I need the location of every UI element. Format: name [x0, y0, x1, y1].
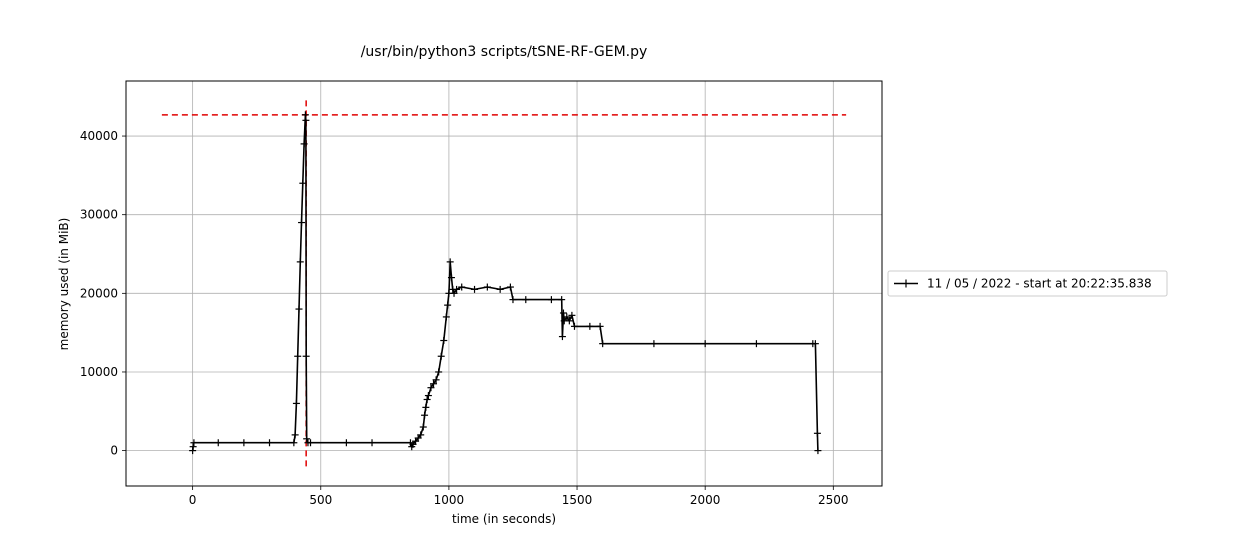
data-point [419, 423, 427, 431]
data-point [294, 352, 302, 360]
data-point [422, 403, 430, 411]
y-tick-label: 40000 [80, 129, 118, 143]
data-point [450, 289, 458, 297]
data-point [565, 317, 573, 325]
data-point [814, 447, 822, 455]
legend-frame [887, 270, 1168, 297]
data-point [424, 392, 432, 400]
data-point [302, 352, 310, 360]
data-point [307, 439, 315, 447]
data-point [547, 296, 555, 304]
data-point [650, 340, 658, 348]
data-point [300, 140, 308, 148]
x-tick-label: 1500 [562, 493, 593, 507]
data-point [214, 439, 222, 447]
data-point [303, 435, 311, 443]
data-point [368, 439, 376, 447]
data-point [298, 219, 306, 227]
data-point [291, 431, 299, 439]
data-point [558, 296, 566, 304]
data-point [568, 311, 576, 319]
data-point [440, 337, 448, 345]
y-axis: 0 10000 20000 30000 40000 [80, 129, 126, 458]
x-tick-label: 0 [189, 493, 197, 507]
data-point [813, 429, 821, 437]
x-tick-label: 500 [309, 493, 332, 507]
data-point [189, 443, 197, 451]
data-point [435, 368, 443, 376]
data-point [292, 399, 300, 407]
data-point [558, 333, 566, 341]
y-tick-label: 30000 [80, 208, 118, 222]
data-point [483, 283, 491, 291]
data-point [471, 285, 479, 293]
y-axis-label: memory used (in MiB) [57, 218, 71, 351]
data-point [442, 313, 450, 321]
data-point [752, 340, 760, 348]
x-tick-label: 2000 [690, 493, 721, 507]
legend-label: 11 / 05 / 2022 - start at 20:22:35.838 [927, 277, 1152, 291]
data-point [421, 411, 429, 419]
x-axis-label: time (in seconds) [452, 512, 556, 526]
data-point [811, 340, 819, 348]
data-point [453, 285, 461, 293]
y-tick-label: 0 [110, 444, 118, 458]
data-point [447, 274, 455, 282]
y-tick-label: 20000 [80, 286, 118, 300]
data-point [570, 322, 578, 330]
data-point [444, 301, 452, 309]
x-tick-label: 1000 [434, 493, 465, 507]
data-point [599, 340, 607, 348]
data-point [296, 258, 304, 266]
series-layer [189, 111, 822, 455]
chart-title: /usr/bin/python3 scripts/tSNE-RF-GEM.py [361, 44, 648, 60]
data-point [506, 283, 514, 291]
data-point [446, 258, 454, 266]
x-tick-label: 2500 [818, 493, 849, 507]
data-point [190, 439, 198, 447]
data-point [423, 395, 431, 403]
data-point [496, 285, 504, 293]
data-point [417, 431, 425, 439]
y-tick-label: 10000 [80, 365, 118, 379]
data-point [563, 313, 571, 321]
data-point [342, 439, 350, 447]
data-point [427, 384, 435, 392]
data-point [299, 179, 307, 187]
x-axis: 0 500 1000 1500 2000 2500 [189, 486, 849, 507]
data-point [458, 283, 466, 291]
data-point [559, 309, 567, 317]
data-point [266, 439, 274, 447]
data-point [430, 380, 438, 388]
data-point [295, 305, 303, 313]
axes-frame [125, 80, 883, 487]
data-point [240, 439, 248, 447]
data-point [522, 296, 530, 304]
data-point [596, 322, 604, 330]
data-point [509, 296, 517, 304]
data-point [302, 116, 310, 124]
data-point [586, 322, 594, 330]
data-point [701, 340, 709, 348]
data-point [437, 352, 445, 360]
data-point [432, 376, 440, 384]
legend: 11 / 05 / 2022 - start at 20:22:35.838 [887, 270, 1168, 297]
data-point [290, 439, 298, 447]
